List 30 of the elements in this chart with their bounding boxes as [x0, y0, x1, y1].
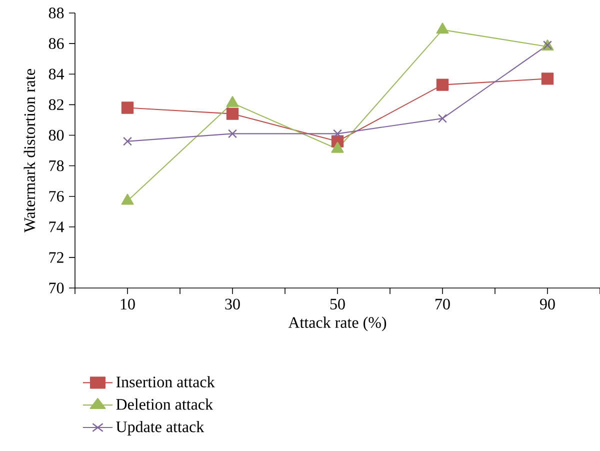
x-tick-label: 70: [436, 298, 450, 310]
y-axis-title: Watermark distortion rate: [24, 69, 36, 232]
x-axis-title: Attack rate (%): [288, 316, 386, 332]
point: [121, 102, 134, 114]
x-tick-label: 90: [540, 298, 555, 310]
point: [333, 129, 342, 138]
point: [121, 194, 134, 205]
legend-label: Update attack: [116, 420, 204, 436]
point: [438, 114, 447, 123]
y-tick-label: 74: [49, 222, 64, 232]
y-tick-label: 84: [48, 68, 64, 80]
x-tick-label: 10: [120, 298, 135, 310]
y-tick-label: 72: [49, 252, 64, 263]
x-tick-label: 30: [225, 298, 240, 310]
y-tick-label: 76: [49, 190, 64, 202]
point: [226, 108, 239, 120]
point: [541, 72, 554, 85]
point: [436, 78, 449, 91]
point: [228, 129, 237, 138]
x-tick-label: 50: [330, 298, 345, 310]
legend-label: Insertion attack: [116, 376, 215, 388]
y-tick-label: 70: [49, 282, 64, 294]
y-tick-label: 80: [48, 130, 64, 141]
y-tick-label: 88: [48, 8, 64, 18]
y-tick-label: 82: [48, 99, 64, 110]
point: [123, 136, 132, 146]
legend-label: Deletion attack: [116, 398, 214, 410]
point: [331, 142, 344, 153]
y-tick-label: 86: [48, 38, 64, 49]
y-tick-label: 78: [49, 160, 64, 172]
